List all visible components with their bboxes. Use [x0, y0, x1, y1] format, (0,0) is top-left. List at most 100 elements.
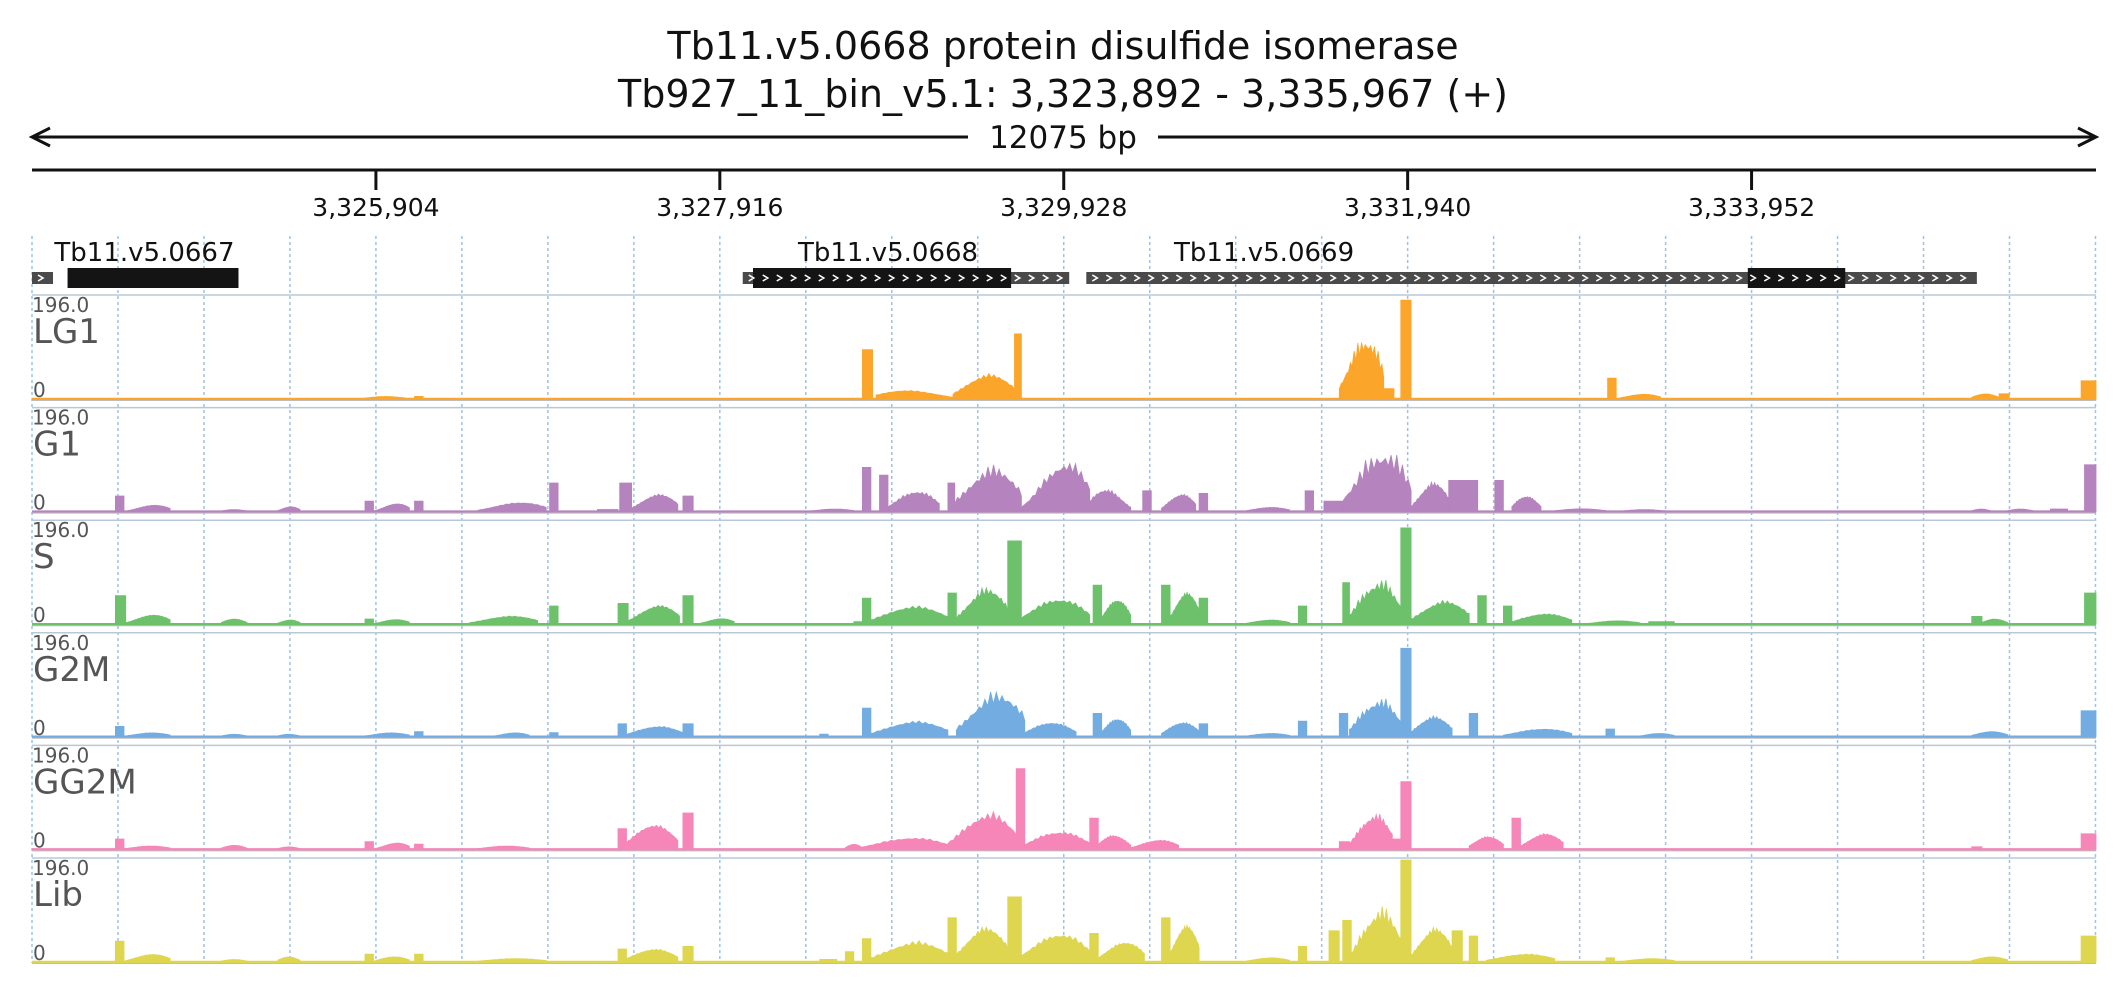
gene-label: Tb11.v5.0667: [53, 238, 234, 268]
coverage-peak: [2080, 833, 2097, 850]
coverage-peak: [1021, 462, 1091, 512]
coverage-peak: [862, 938, 872, 963]
coverage-peak: [1297, 720, 1308, 738]
coverage-peak: [2080, 710, 2097, 738]
coverage-peak: [947, 917, 957, 963]
coverage-peak: [870, 939, 949, 963]
coverage-peak: [1350, 906, 1402, 963]
coverage-peak: [2080, 380, 2097, 400]
coverage-peak: [1342, 920, 1352, 963]
coverage-peak: [1349, 813, 1393, 850]
coverage-peak: [682, 812, 694, 850]
coverage-peak: [468, 615, 538, 625]
track-name-label: G2M: [33, 650, 110, 690]
coverage-peak: [1169, 591, 1200, 625]
gene-label: Tb11.v5.0668: [797, 238, 978, 268]
coverage-peak: [1400, 527, 1412, 625]
coverage-peak: [1410, 480, 1450, 512]
coverage-peak: [1468, 713, 1479, 738]
coverage-peak: [221, 733, 248, 738]
coverage-peak: [221, 845, 248, 850]
coverage-peak: [125, 732, 171, 738]
coverage-peak: [364, 841, 374, 850]
coverage-peak: [1089, 488, 1132, 512]
span-arrow-left: [28, 126, 51, 148]
coverage-peak: [631, 493, 679, 512]
gene-strand-chevrons: [748, 274, 1064, 282]
track-y-min-label: 0: [33, 378, 46, 402]
coverage-peak: [1554, 508, 1607, 512]
coverage-peak: [1142, 490, 1152, 512]
coverage-peak: [277, 956, 301, 963]
coverage-peak: [1448, 480, 1479, 512]
span-arrow-right: [2077, 126, 2100, 148]
coverage-peak: [364, 500, 374, 512]
track-y-max-label: 196.0: [32, 856, 89, 880]
coverage-peak: [477, 502, 547, 512]
coverage-tracks: 196.0LG10196.0G10196.0S0196.0G2M0196.0GG…: [32, 293, 2097, 965]
coverage-peak: [277, 619, 301, 625]
coverage-peak: [597, 509, 619, 512]
coverage-peak: [1477, 595, 1487, 625]
track-y-min-label: 0: [33, 828, 46, 852]
coverage-peak: [1246, 957, 1291, 963]
coverage-peak: [115, 595, 127, 625]
coverage-peak: [277, 733, 301, 738]
coverage-peak: [115, 940, 125, 963]
coverage-peak: [125, 614, 171, 625]
coverage-peak: [1349, 698, 1402, 738]
coverage-peak: [1400, 859, 1412, 963]
gene-cds-block: [67, 268, 239, 288]
coverage-peak: [115, 838, 125, 850]
track-name-label: S: [33, 537, 55, 577]
coverage-peak: [1971, 846, 1983, 850]
coverage-peak: [477, 845, 530, 850]
coverage-peak: [682, 595, 694, 625]
gene-track: Tb11.v5.0667 Tb11.v5.0668 Tb11.v5.0669: [32, 238, 1977, 288]
track-name-label: G1: [33, 425, 81, 465]
coverage-peak: [277, 506, 301, 512]
coverage-peak: [853, 621, 863, 625]
coverage-peak: [221, 959, 248, 963]
coverage-peak: [682, 495, 694, 512]
track-y-max-label: 196.0: [32, 518, 89, 542]
coverage-peak: [127, 504, 171, 512]
coverage-peak: [414, 843, 424, 850]
track-y-max-label: 196.0: [32, 631, 89, 655]
coverage-peak: [1410, 925, 1453, 963]
coverage-peak: [374, 956, 410, 963]
coverage-peak: [115, 726, 125, 738]
coverage-peak: [115, 495, 125, 512]
coverage-peak: [626, 948, 679, 963]
coverage-peak: [1981, 618, 2008, 625]
coverage-peak: [627, 604, 680, 625]
span-indicator: 12075 bp: [28, 120, 2100, 156]
track-y-max-label: 196.0: [32, 406, 89, 430]
coverage-peak: [1328, 930, 1340, 963]
coverage-peak: [1622, 958, 1675, 963]
coverage-peak: [1619, 393, 1661, 400]
coverage-peak: [1304, 490, 1314, 512]
coverage-peak: [1297, 946, 1308, 963]
ruler-tick-label: 3,333,952: [1688, 193, 1815, 222]
coverage-peak: [1511, 496, 1542, 512]
track-y-min-label: 0: [33, 716, 46, 740]
coverage-peak: [1648, 621, 1675, 625]
coverage-peak: [1342, 455, 1412, 512]
coverage-peak: [1494, 480, 1504, 512]
coverage-peak: [956, 690, 1026, 738]
coverage-peak: [1024, 832, 1091, 850]
coverage-peak: [477, 958, 547, 963]
coverage-peak: [414, 953, 424, 963]
coverage-peak: [1520, 833, 1564, 850]
coverage-peak: [1169, 923, 1200, 963]
coverage-peak: [364, 618, 374, 625]
coverage-peak: [374, 619, 410, 625]
coverage-peak: [617, 603, 629, 625]
coverage-peak: [2080, 935, 2097, 963]
coverage-peak: [626, 824, 679, 850]
coverage-peak: [125, 845, 171, 850]
coverage-peak: [1161, 917, 1171, 963]
coverage-peak: [1089, 933, 1099, 963]
coverage-peak: [364, 732, 410, 738]
